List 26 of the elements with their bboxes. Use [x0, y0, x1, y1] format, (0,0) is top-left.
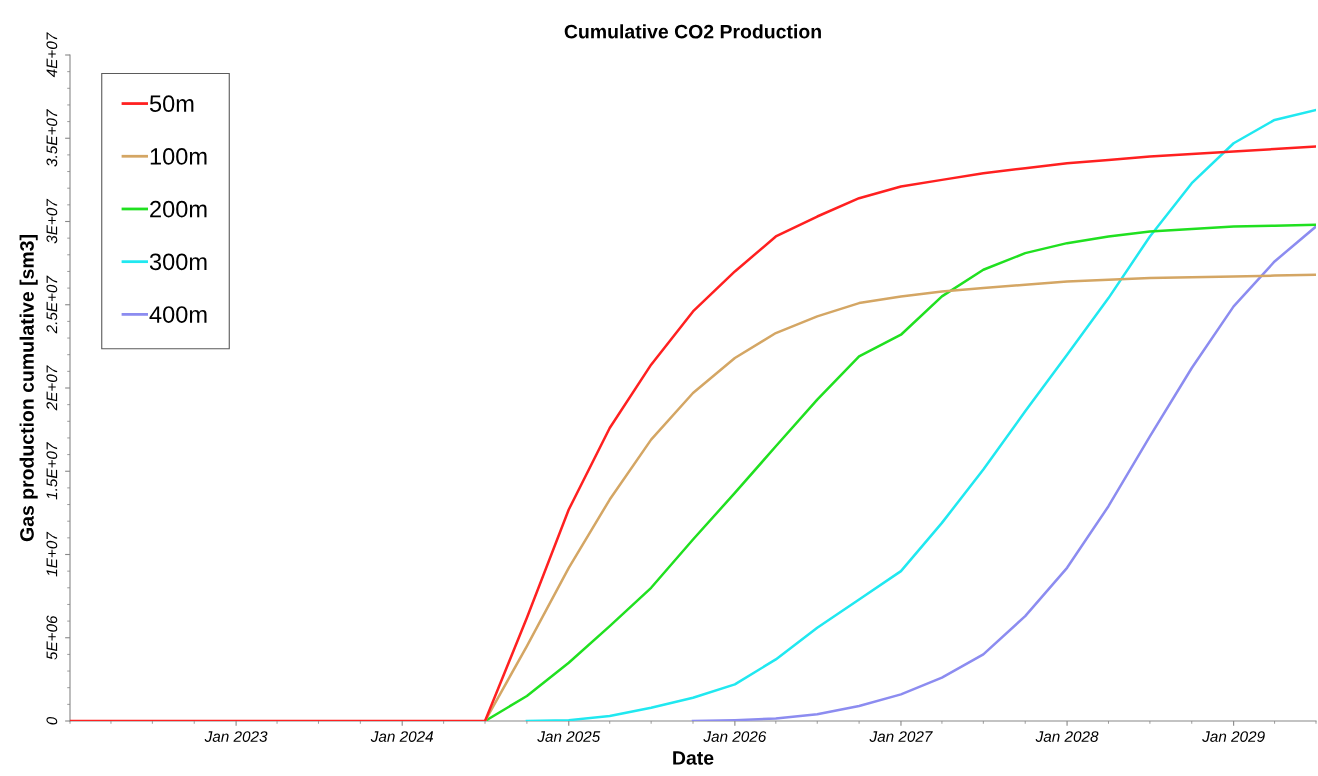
y-tick-label: 1.5E+07	[46, 442, 58, 500]
y-tick-label: 4E+07	[46, 32, 58, 78]
y-tick-label: 0	[46, 716, 58, 725]
y-tick-label: 2E+07	[46, 365, 58, 411]
y-tick-label: 3E+07	[46, 198, 58, 244]
x-tick-label: Jan 2028	[1035, 731, 1099, 742]
legend-label: 200m	[150, 200, 207, 218]
chart-title: Cumulative CO2 Production	[564, 24, 821, 39]
line-series	[691, 225, 1316, 721]
y-tick-label: 1E+07	[46, 531, 58, 577]
y-tick-label: 3.5E+07	[46, 109, 58, 167]
x-tick-label: Jan 2025	[537, 731, 601, 742]
x-tick-label: Jan 2023	[204, 731, 268, 742]
legend-label: 400m	[149, 306, 207, 323]
x-tick-label: Jan 2027	[869, 731, 933, 742]
x-tick-label: Jan 2024	[370, 731, 434, 742]
legend-label: 300m	[149, 253, 207, 271]
legend-label: 50m	[149, 95, 194, 113]
x-tick-label: Jan 2029	[1202, 731, 1265, 742]
legend-label: 100m	[150, 148, 207, 165]
y-tick-label: 5E+06	[46, 615, 58, 660]
x-tick-label: Jan 2026	[703, 731, 767, 742]
y-tick-label: 2.5E+07	[46, 275, 58, 334]
line-series	[525, 108, 1316, 721]
x-axis-title: Date	[673, 751, 714, 765]
y-axis-title: Gas production cumulative [sm3]	[19, 235, 38, 542]
